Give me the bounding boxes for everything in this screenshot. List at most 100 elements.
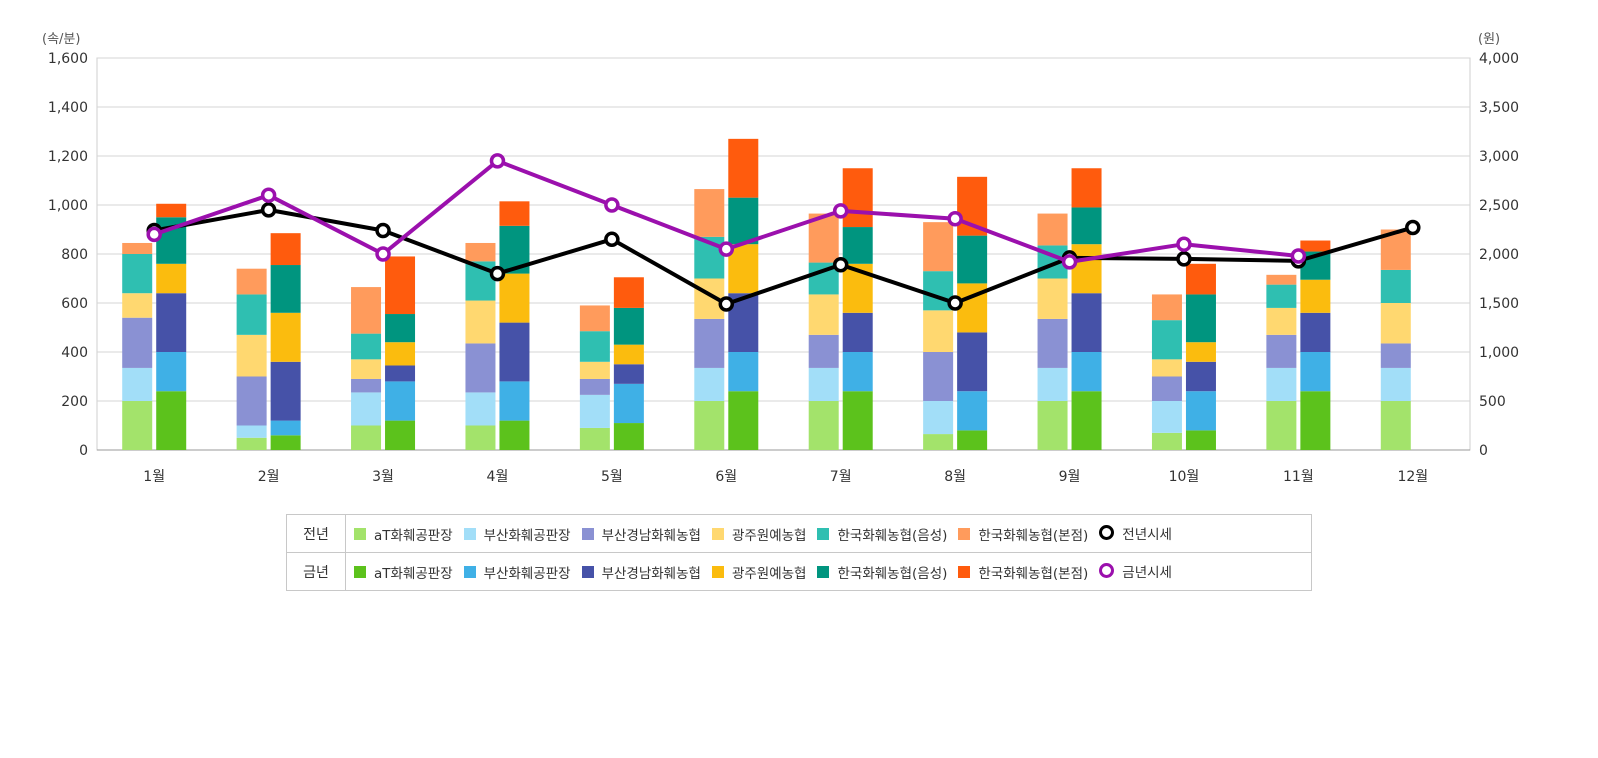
bar-segment	[1185, 263, 1216, 295]
bar-segment	[1071, 391, 1102, 450]
legend-item-label: 광주원예농협	[731, 528, 807, 545]
bar-segment	[351, 287, 382, 334]
line-point	[1176, 236, 1192, 252]
legend-item-label: 한국화훼농협(음성)	[837, 566, 948, 583]
bar-segment	[351, 392, 382, 426]
bar-segment	[1071, 244, 1102, 294]
legend-item-label: 한국화훼농협(음성)	[837, 528, 948, 545]
right-tick-label: 0	[1479, 443, 1488, 459]
bar-segment	[1071, 168, 1102, 208]
bar-segment	[728, 391, 759, 450]
legend-item-label: 부산경남화훼농협	[601, 528, 701, 545]
bar-segment	[1037, 318, 1068, 368]
legend-item: 한국화훼농협(본점)	[958, 524, 1088, 544]
legend-item-label: 광주원예농협	[731, 566, 807, 583]
right-tick-label: 500	[1479, 394, 1506, 410]
left-tick-label: 1,400	[48, 100, 88, 116]
bar-segment	[1300, 279, 1331, 313]
bar-segment	[613, 364, 644, 384]
bar-segment	[236, 376, 267, 426]
bar-segment	[1300, 240, 1331, 252]
x-tick-label: 7월	[830, 469, 852, 485]
bar-segment	[1151, 401, 1182, 433]
right-axis-unit: (원)	[1478, 32, 1501, 47]
bar-segment	[957, 235, 988, 284]
x-tick-label: 5월	[601, 469, 623, 485]
bar-segment	[1037, 367, 1068, 401]
bar-segment	[808, 367, 839, 401]
bar-segment	[499, 381, 530, 421]
line-point	[489, 265, 506, 282]
legend-item: 광주원예농협	[711, 524, 807, 545]
line-point	[146, 226, 162, 243]
legend-row-this-year: 금년 aT화훼공판장 부산화훼공판장 부산경남화훼농협 광주원예농협 한국화훼농협(음성…	[286, 552, 1312, 591]
left-tick-label: 1,600	[48, 51, 88, 67]
bar-segment	[808, 334, 839, 368]
bar-segment	[385, 314, 416, 343]
bar-segment	[499, 273, 530, 323]
line-point	[947, 295, 963, 311]
bar-segment	[1185, 294, 1216, 343]
bar-segment	[1151, 432, 1182, 450]
x-tick-label: 1월	[143, 469, 165, 485]
legend-item: aT화훼공판장	[354, 524, 453, 544]
line-point	[1061, 254, 1078, 270]
bar-segment	[385, 256, 416, 315]
bar-segment	[1037, 401, 1068, 450]
bar-segment	[270, 361, 301, 421]
bar-segment	[1151, 376, 1182, 401]
legend-item-label: 한국화훼농협(본점)	[978, 566, 1089, 583]
legend-swatch-icon	[817, 566, 830, 579]
bar-segment	[122, 254, 153, 294]
bar-segment	[1266, 367, 1297, 401]
x-tick-label: 2월	[258, 469, 280, 485]
legend-item: 부산화훼공판장	[463, 562, 571, 582]
bar-segment	[1151, 294, 1182, 321]
right-tick-label: 2,000	[1479, 247, 1519, 263]
left-axis-unit: (속/분)	[42, 32, 81, 47]
bar-segment	[236, 437, 267, 450]
bar-segment	[1266, 274, 1297, 285]
bar-segment	[351, 425, 382, 450]
bar-segment	[1266, 401, 1297, 450]
bar-segment	[613, 423, 644, 450]
bar-segment	[579, 331, 610, 362]
bar-segment	[1185, 342, 1216, 362]
bar-segment	[156, 391, 187, 450]
legend-swatch-icon	[958, 566, 971, 579]
bar-segment	[122, 242, 153, 254]
bar-segment	[351, 359, 382, 379]
bar-segment	[728, 138, 759, 198]
bar-segment	[270, 420, 301, 436]
bar-segment	[694, 401, 725, 450]
bar-segment	[694, 318, 725, 368]
line-point	[947, 210, 963, 227]
bar-segment	[385, 381, 416, 421]
legend-items: aT화훼공판장 부산화훼공판장 부산경남화훼농협 광주원예농협 한국화훼농협(음성) 한국…	[345, 514, 1312, 553]
legend-swatch-icon	[354, 528, 366, 541]
bar-segment	[1380, 303, 1411, 344]
bar-segment	[1380, 343, 1411, 368]
bar-segment	[156, 293, 187, 352]
line-point	[604, 197, 620, 213]
left-tick-label: 600	[61, 296, 88, 312]
bar-segment	[842, 352, 873, 392]
legend-item-label: 한국화훼농협(본점)	[978, 528, 1089, 545]
legend-row-label: 전년	[286, 514, 346, 553]
line-point	[718, 241, 735, 257]
line-point	[375, 246, 391, 262]
bar-segment	[808, 294, 839, 335]
bar-segment	[842, 168, 873, 228]
x-tick-label: 8월	[944, 469, 966, 485]
bar-segment	[923, 310, 954, 352]
x-tick-label: 10월	[1169, 469, 1200, 485]
bar-segment	[1185, 361, 1216, 392]
legend-swatch-icon	[581, 566, 594, 579]
bar-segment	[499, 322, 530, 382]
legend-swatch-icon	[581, 528, 594, 541]
line-point	[260, 202, 277, 218]
bar-segment	[613, 344, 644, 365]
legend-item-label: aT화훼공판장	[374, 528, 453, 545]
bar-segment	[465, 392, 496, 426]
legend-item: 광주원예농협	[711, 562, 807, 583]
